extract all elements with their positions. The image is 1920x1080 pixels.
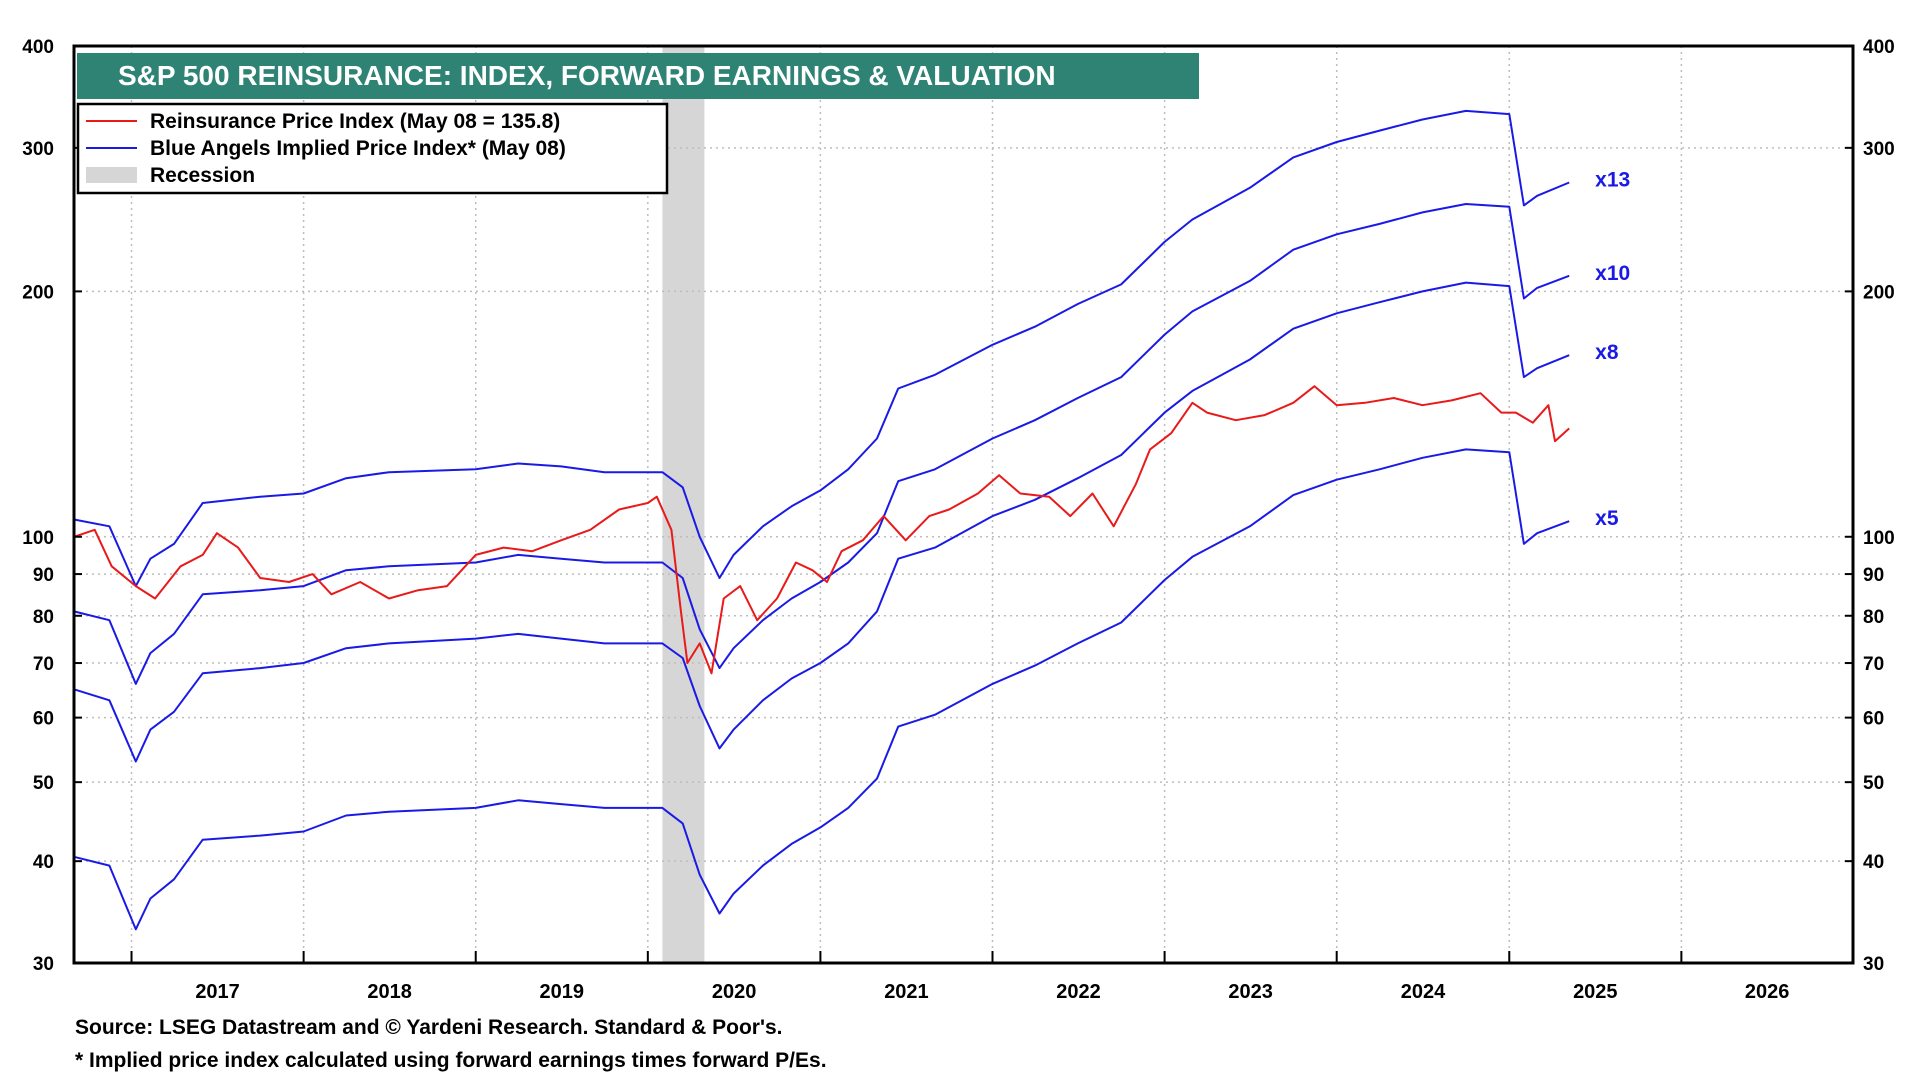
y-tick-label-right: 70 [1863,654,1884,675]
y-tick-label-right: 400 [1863,37,1895,58]
y-tick-label-left: 30 [33,954,54,975]
legend-label-recession: Recession [150,164,255,187]
y-tick-label-right: 40 [1863,852,1884,873]
y-tick-label-left: 200 [22,282,54,303]
y-tick-label-right: 200 [1863,282,1895,303]
multiple-labels: x13 x10 x8 x5 [1595,169,1630,531]
series-line-x13 [73,109,1570,588]
x-tick-label: 2024 [1401,981,1446,1003]
multiple-label-x13: x13 [1595,169,1630,192]
x-tick-label: 2018 [367,981,412,1003]
y-tick-label-right: 300 [1863,139,1895,160]
recession-band [662,46,705,963]
x-tick-label: 2025 [1573,981,1618,1003]
multiple-label-x10: x10 [1595,262,1630,285]
chart-title-box: S&P 500 REINSURANCE: INDEX, FORWARD EARN… [77,53,1199,99]
x-tick-label: 2023 [1228,981,1273,1003]
y-tick-label-left: 100 [22,528,54,549]
y-tick-label-right: 50 [1863,773,1884,794]
y-tick-label-right: 100 [1863,528,1895,549]
gridlines [74,46,1853,963]
y-tick-label-right: 90 [1863,565,1884,586]
y-tick-label-right: 30 [1863,954,1884,975]
legend-label-reinsurance: Reinsurance Price Index (May 08 = 135.8) [150,110,560,133]
y-tick-label-left: 300 [22,139,54,160]
axis-ticks: 30 30 40 40 50 50 60 60 70 70 80 80 90 90 100 100 200 200… [22,37,1894,1003]
y-tick-label-left: 50 [33,773,54,794]
series-line-reinsurance [73,385,1570,675]
legend: Reinsurance Price Index (May 08 = 135.8)… [76,102,669,195]
x-tick-label: 2020 [712,981,757,1003]
y-tick-label-left: 60 [33,709,54,730]
legend-swatch-recession [86,167,137,183]
x-tick-label: 2026 [1745,981,1790,1003]
y-tick-label-left: 90 [33,565,54,586]
source-note: Source: LSEG Datastream and © Yardeni Re… [75,1016,783,1039]
x-tick-label: 2022 [1056,981,1101,1003]
x-tick-label: 2017 [195,981,240,1003]
plot-area [74,46,1853,963]
series-line-x10 [73,203,1570,685]
implied-note: * Implied price index calculated using f… [75,1049,827,1072]
series-line-x5 [73,448,1570,931]
multiple-label-x8: x8 [1595,341,1619,364]
y-tick-label-left: 80 [33,607,54,628]
legend-label-implied: Blue Angels Implied Price Index* (May 08… [150,137,566,160]
series-layer [73,109,1570,931]
multiple-label-x5: x5 [1595,507,1619,530]
y-tick-label-right: 80 [1863,607,1884,628]
y-tick-label-left: 70 [33,654,54,675]
y-tick-label-left: 40 [33,852,54,873]
x-tick-label: 2019 [540,981,585,1003]
y-tick-label-right: 60 [1863,709,1884,730]
chart-title: S&P 500 REINSURANCE: INDEX, FORWARD EARN… [118,60,1056,91]
x-tick-label: 2021 [884,981,929,1003]
plot-frame [72,44,1855,965]
series-line-x8 [73,281,1570,763]
y-tick-label-left: 400 [22,37,54,58]
